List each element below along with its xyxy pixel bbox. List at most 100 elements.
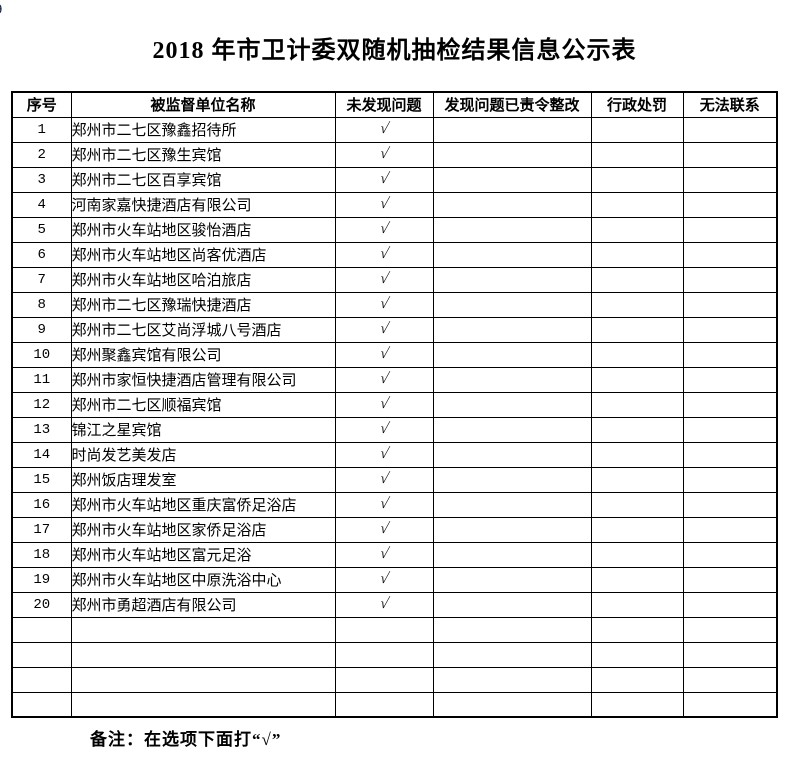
no-contact-cell (682, 516, 778, 543)
table-row: 15 郑州饭店理发室 √ (11, 466, 778, 493)
no-problem-check-cell: √ (334, 416, 434, 443)
page-title: 2018 年市卫计委双随机抽检结果信息公示表 (152, 38, 637, 64)
unit-name-cell: 郑州饭店理发室 (70, 466, 336, 493)
unit-name-cell: 郑州市二七区豫生宾馆 (70, 141, 336, 168)
column-header-unit-name: 被监督单位名称 (70, 91, 336, 118)
table-row: 16 郑州市火车站地区重庆富侨足浴店 √ (11, 491, 778, 518)
checkmark: √ (378, 596, 391, 612)
penalty-cell (590, 541, 684, 568)
checkmark: √ (378, 296, 391, 312)
serial-cell: 12 (11, 391, 72, 418)
rectify-cell (432, 516, 592, 543)
no-problem-check-cell: √ (334, 191, 434, 218)
no-contact-cell (682, 191, 778, 218)
column-header-penalty: 行政处罚 (590, 91, 684, 118)
serial-cell: 8 (11, 291, 72, 318)
unit-name-cell: 郑州聚鑫宾馆有限公司 (70, 341, 336, 368)
footnote: 备注：在选项下面打“√” (90, 730, 282, 749)
table-row: 4 河南家嘉快捷酒店有限公司 √ (11, 191, 778, 218)
table-row: 14 时尚发艺美发店 √ (11, 441, 778, 468)
no-contact-cell (682, 116, 778, 143)
checkmark: √ (378, 446, 391, 462)
no-problem-check-cell: √ (334, 316, 434, 343)
no-contact-cell (682, 566, 778, 593)
penalty-cell (590, 366, 684, 393)
table-row-empty (11, 691, 778, 718)
unit-name-cell: 郑州市二七区豫鑫招待所 (70, 116, 336, 143)
rectify-cell (432, 466, 592, 493)
rectify-cell (432, 541, 592, 568)
rectify-cell (432, 491, 592, 518)
serial-cell: 7 (11, 266, 72, 293)
rectify-cell (432, 141, 592, 168)
table-row: 6 郑州市火车站地区尚客优酒店 √ (11, 241, 778, 268)
serial-cell: 9 (11, 316, 72, 343)
rectify-cell (432, 341, 592, 368)
no-problem-check-cell: √ (334, 466, 434, 493)
unit-name-cell: 锦江之星宾馆 (70, 416, 336, 443)
inspection-results-table: 序号 被监督单位名称 未发现问题 发现问题已责令整改 行政处罚 无法联系 1 郑州… (11, 91, 778, 718)
unit-name-cell: 郑州市二七区百享宾馆 (70, 166, 336, 193)
serial-cell: 14 (11, 441, 72, 468)
column-header-no-problem: 未发现问题 (334, 91, 434, 118)
unit-name-cell: 河南家嘉快捷酒店有限公司 (70, 191, 336, 218)
serial-cell: 17 (11, 516, 72, 543)
no-problem-check-cell: √ (334, 391, 434, 418)
checkmark: √ (378, 471, 391, 487)
penalty-cell (590, 166, 684, 193)
no-contact-cell (682, 391, 778, 418)
no-problem-check-cell: √ (334, 341, 434, 368)
serial-cell: 10 (11, 341, 72, 368)
penalty-cell (590, 191, 684, 218)
table-row: 1 郑州市二七区豫鑫招待所 √ (11, 116, 778, 143)
serial-cell: 19 (11, 566, 72, 593)
corner-page-number: 9 (0, 1, 2, 18)
penalty-cell (590, 241, 684, 268)
no-problem-check-cell: √ (334, 216, 434, 243)
rectify-cell (432, 591, 592, 618)
penalty-cell (590, 341, 684, 368)
no-contact-cell (682, 166, 778, 193)
table-header-row: 序号 被监督单位名称 未发现问题 发现问题已责令整改 行政处罚 无法联系 (11, 91, 778, 118)
penalty-cell (590, 416, 684, 443)
unit-name-cell: 郑州市火车站地区富元足浴 (70, 541, 336, 568)
no-problem-check-cell: √ (334, 566, 434, 593)
table-row: 18 郑州市火车站地区富元足浴 √ (11, 541, 778, 568)
rectify-cell (432, 316, 592, 343)
checkmark: √ (378, 246, 391, 262)
table-row-empty (11, 666, 778, 693)
rectify-cell (432, 216, 592, 243)
table-row: 20 郑州市勇超酒店有限公司 √ (11, 591, 778, 618)
serial-cell: 13 (11, 416, 72, 443)
checkmark: √ (378, 221, 391, 237)
checkmark: √ (378, 421, 391, 437)
no-problem-check-cell: √ (334, 141, 434, 168)
penalty-cell (590, 591, 684, 618)
unit-name-cell: 郑州市二七区豫瑞快捷酒店 (70, 291, 336, 318)
serial-cell: 11 (11, 366, 72, 393)
table-row: 8 郑州市二七区豫瑞快捷酒店 √ (11, 291, 778, 318)
checkmark: √ (378, 346, 391, 362)
checkmark: √ (378, 146, 391, 162)
unit-name-cell: 郑州市火车站地区尚客优酒店 (70, 241, 336, 268)
table-row: 7 郑州市火车站地区哈泊旅店 √ (11, 266, 778, 293)
checkmark: √ (378, 171, 391, 187)
serial-cell: 2 (11, 141, 72, 168)
table-row: 3 郑州市二七区百享宾馆 √ (11, 166, 778, 193)
no-contact-cell (682, 341, 778, 368)
no-contact-cell (682, 491, 778, 518)
no-contact-cell (682, 441, 778, 468)
no-contact-cell (682, 541, 778, 568)
no-problem-check-cell: √ (334, 516, 434, 543)
rectify-cell (432, 241, 592, 268)
no-problem-check-cell: √ (334, 441, 434, 468)
table-row: 12 郑州市二七区顺福宾馆 √ (11, 391, 778, 418)
unit-name-cell: 郑州市火车站地区家侨足浴店 (70, 516, 336, 543)
checkmark: √ (378, 396, 391, 412)
checkmark: √ (378, 196, 391, 212)
serial-cell: 16 (11, 491, 72, 518)
table-row: 10 郑州聚鑫宾馆有限公司 √ (11, 341, 778, 368)
no-problem-check-cell: √ (334, 491, 434, 518)
penalty-cell (590, 516, 684, 543)
serial-cell: 1 (11, 116, 72, 143)
